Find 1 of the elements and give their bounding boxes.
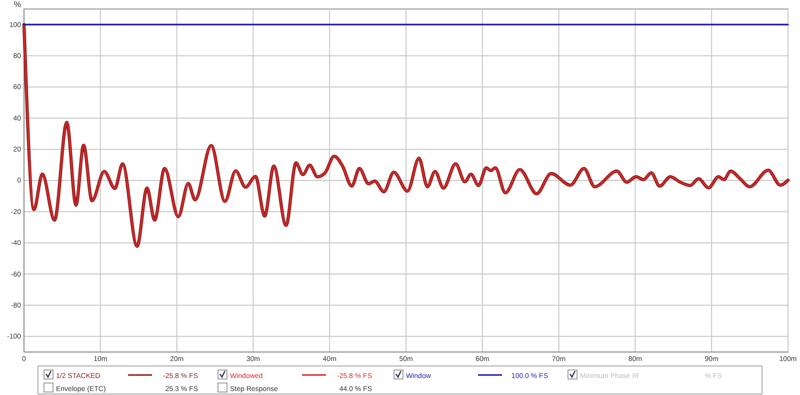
y-axis-title: % (14, 0, 22, 9)
